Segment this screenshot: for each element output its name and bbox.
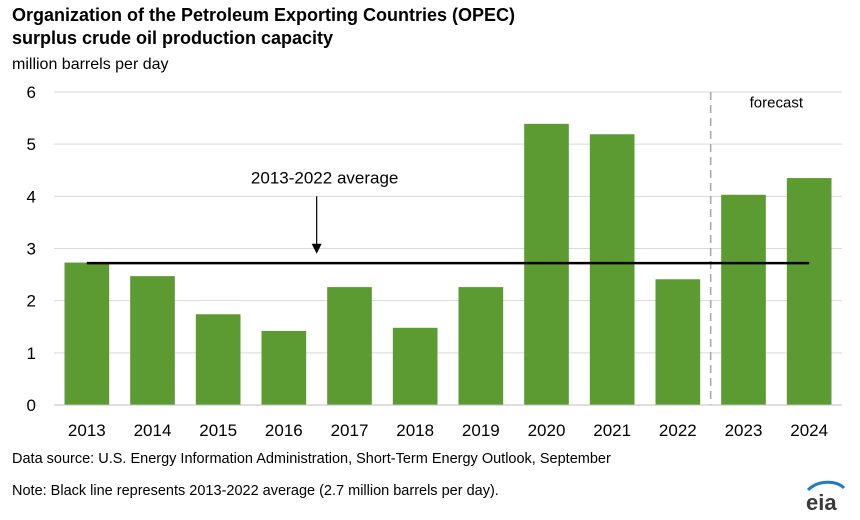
x-tick-label: 2015 bbox=[199, 421, 237, 440]
bar-2020 bbox=[524, 123, 569, 406]
bar-2018 bbox=[392, 327, 438, 405]
x-tick-label: 2019 bbox=[462, 421, 500, 440]
y-tick-label: 2 bbox=[27, 292, 36, 311]
eia-logo-mark: eia bbox=[806, 480, 846, 515]
y-tick-label: 1 bbox=[27, 344, 36, 363]
bar-2021 bbox=[589, 134, 635, 405]
y-axis-ticks: 0 1 2 3 4 5 6 bbox=[27, 83, 36, 415]
eia-logo: eia bbox=[802, 478, 848, 519]
y-tick-label: 6 bbox=[27, 83, 36, 102]
x-tick-label: 2021 bbox=[593, 421, 631, 440]
y-tick-label: 0 bbox=[27, 396, 36, 415]
bars bbox=[64, 123, 832, 406]
x-tick-label: 2024 bbox=[790, 421, 828, 440]
bar-2023 bbox=[721, 194, 766, 405]
bar-2024 bbox=[786, 178, 832, 405]
bar-2022 bbox=[655, 279, 701, 405]
average-arrow-head bbox=[311, 243, 322, 254]
y-tick-label: 5 bbox=[27, 135, 36, 154]
x-tick-label: 2014 bbox=[134, 421, 172, 440]
bar-2015 bbox=[195, 314, 241, 405]
x-tick-label: 2016 bbox=[265, 421, 303, 440]
data-source-note: Data source: U.S. Energy Information Adm… bbox=[12, 451, 611, 467]
x-tick-label: 2013 bbox=[68, 421, 106, 440]
bar-2016 bbox=[261, 330, 307, 405]
average-label: 2013-2022 average bbox=[251, 168, 398, 187]
y-tick-label: 4 bbox=[27, 187, 36, 206]
x-tick-label: 2022 bbox=[659, 421, 697, 440]
chart-title-line1: Organization of the Petroleum Exporting … bbox=[12, 5, 516, 25]
x-tick-label: 2023 bbox=[725, 421, 763, 440]
y-tick-label: 3 bbox=[27, 240, 36, 259]
x-tick-label: 2017 bbox=[331, 421, 369, 440]
bar-2013 bbox=[64, 262, 110, 405]
bar-2014 bbox=[130, 276, 175, 405]
x-tick-label: 2018 bbox=[396, 421, 434, 440]
bar-2019 bbox=[458, 287, 504, 405]
logo-text: eia bbox=[806, 490, 837, 514]
footnote: Note: Black line represents 2013-2022 av… bbox=[12, 483, 499, 499]
y-axis-units: million barrels per day bbox=[12, 56, 169, 73]
x-tick-label: 2020 bbox=[528, 421, 566, 440]
chart-title-line2: surplus crude oil production capacity bbox=[12, 28, 334, 48]
bar-2017 bbox=[327, 287, 372, 405]
x-axis-labels: 2013 2014 2015 2016 2017 2018 2019 2020 2021 2022… bbox=[68, 421, 828, 440]
chart-title: Organization of the Petroleum Exporting … bbox=[12, 4, 515, 50]
logo-swoosh bbox=[806, 480, 846, 492]
forecast-label: forecast bbox=[750, 95, 804, 112]
